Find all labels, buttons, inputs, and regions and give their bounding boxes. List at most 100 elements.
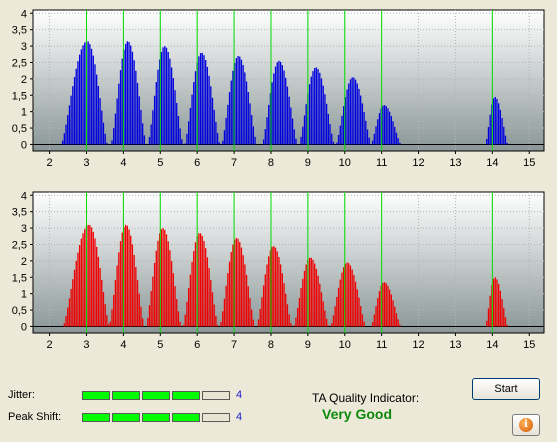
histogram-bar <box>271 82 273 145</box>
histogram-bar <box>162 228 164 327</box>
histogram-bar <box>373 314 375 327</box>
histogram-bar <box>130 235 132 327</box>
histogram-bar <box>295 317 297 327</box>
histogram-bar <box>116 98 118 145</box>
x-tick-label: 2 <box>47 157 53 169</box>
histogram-bar <box>358 88 360 145</box>
histogram-bar <box>308 257 311 327</box>
histogram-bar <box>489 295 491 327</box>
histogram-bar <box>133 254 135 327</box>
histogram-bar <box>181 139 183 145</box>
x-tick-label: 10 <box>339 157 351 169</box>
y-tick-label: 4 <box>21 190 27 202</box>
peak-shift-value: 4 <box>236 411 243 423</box>
histogram-bar <box>75 260 77 327</box>
histogram-bar <box>235 237 237 327</box>
histogram-bar <box>169 58 171 145</box>
histogram-bar <box>487 126 490 145</box>
histogram-bar <box>174 90 176 145</box>
histogram-bar <box>334 306 336 327</box>
histogram-bar <box>177 311 180 327</box>
histogram-bar <box>259 308 261 327</box>
histogram-bar <box>351 77 353 145</box>
x-tick-label: 11 <box>376 339 387 351</box>
histogram-bar <box>179 321 181 327</box>
histogram-bar <box>262 139 265 145</box>
histogram-bar <box>228 92 231 145</box>
histogram-bar <box>380 285 382 327</box>
histogram-bar <box>123 49 125 145</box>
histogram-bar <box>65 316 67 327</box>
histogram-bar <box>188 288 190 327</box>
histogram-bar <box>179 128 181 145</box>
histogram-bar <box>317 275 319 327</box>
histogram-bar <box>216 133 219 145</box>
histogram-bar <box>159 59 161 145</box>
histogram-bar <box>147 318 149 327</box>
histogram-bar <box>390 294 392 327</box>
histogram-bar <box>378 291 381 327</box>
histogram-bar <box>388 111 391 145</box>
histogram-bar <box>191 94 193 145</box>
histogram-bar <box>227 273 229 327</box>
histogram-bar <box>172 78 174 145</box>
histogram-bar <box>249 103 251 145</box>
histogram-bar <box>87 41 89 145</box>
histogram-bar <box>126 41 128 145</box>
x-tick-label: 3 <box>83 339 89 351</box>
histogram-bar <box>68 105 71 145</box>
histogram-bar <box>486 320 488 327</box>
histogram-bar <box>344 263 347 327</box>
histogram-bar <box>218 142 220 145</box>
histogram-bar <box>356 289 358 327</box>
histogram-bar <box>383 105 386 145</box>
histogram-bar <box>65 124 67 145</box>
x-tick-label: 14 <box>486 157 498 169</box>
histogram-bar <box>136 280 139 327</box>
histogram-bar <box>506 324 508 327</box>
histogram-bar <box>331 133 333 145</box>
histogram-bar <box>230 251 232 327</box>
histogram-bar <box>189 107 192 145</box>
histogram-bar <box>87 224 89 327</box>
histogram-bar <box>89 225 91 327</box>
histogram-bar <box>194 242 197 327</box>
info-button[interactable]: i <box>512 414 540 436</box>
histogram-bar <box>75 68 77 145</box>
histogram-bar <box>268 104 270 145</box>
x-tick-label: 6 <box>194 339 200 351</box>
histogram-bar <box>293 325 295 327</box>
x-tick-label: 4 <box>120 157 126 169</box>
y-tick-label: 0,5 <box>12 123 27 135</box>
histogram-bar <box>399 324 401 327</box>
histogram-bar <box>92 55 94 145</box>
histogram-bar <box>387 108 389 145</box>
histogram-bar <box>252 126 255 145</box>
histogram-bar <box>492 98 495 145</box>
ta-quality-label: TA Quality Indicator: <box>312 391 420 405</box>
histogram-bar <box>501 117 503 145</box>
histogram-bar <box>281 65 283 145</box>
histogram-bar <box>239 56 241 145</box>
histogram-bar <box>121 232 123 327</box>
histogram-bar <box>177 115 180 145</box>
histogram-bar <box>489 114 491 145</box>
start-button[interactable]: Start <box>472 378 540 400</box>
histogram-bar <box>332 141 335 145</box>
histogram-bar <box>303 115 306 145</box>
histogram-bar <box>213 109 215 145</box>
histogram-bar <box>159 233 161 327</box>
histogram-bar <box>142 318 144 327</box>
histogram-bar <box>327 113 329 145</box>
histogram-bar <box>140 306 142 327</box>
histogram-bar <box>113 294 115 327</box>
histogram-bar <box>152 110 154 145</box>
histogram-bar <box>135 70 137 145</box>
histogram-bar <box>239 242 241 327</box>
histogram-bar <box>193 82 195 145</box>
histogram-bar <box>215 121 217 145</box>
histogram-bar <box>170 67 173 145</box>
histogram-bar <box>237 55 239 145</box>
histogram-bar <box>220 322 222 327</box>
histogram-bar <box>140 109 142 145</box>
